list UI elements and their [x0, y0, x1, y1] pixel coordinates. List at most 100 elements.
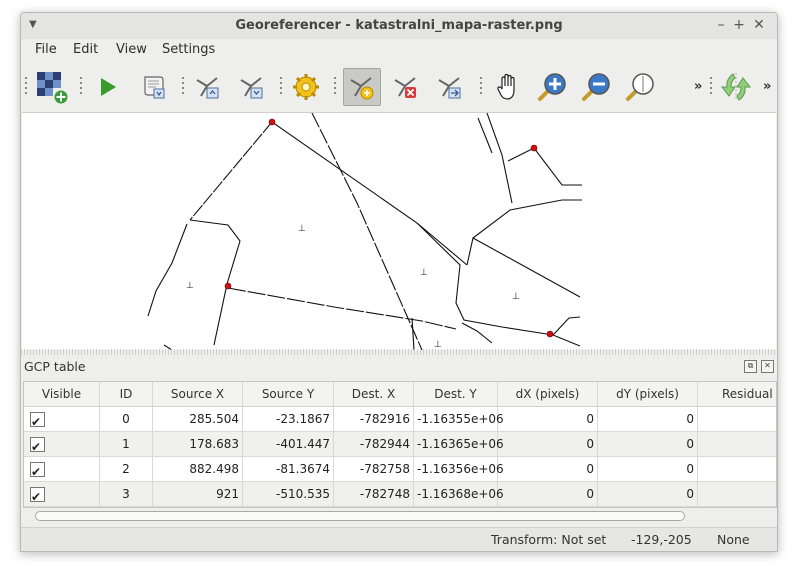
source-y-cell[interactable]: -510.535	[243, 482, 334, 506]
id-cell: 3	[100, 482, 153, 506]
column-header-visible[interactable]: Visible	[24, 382, 100, 406]
move-gcp-point-button[interactable]	[431, 68, 469, 106]
residual-cell	[698, 457, 776, 481]
dest-y-cell[interactable]: -1.16368e+06	[414, 482, 504, 506]
svg-text:⊥: ⊥	[512, 292, 520, 302]
svg-text:⊥: ⊥	[420, 268, 428, 278]
save-gcp-points-button[interactable]	[233, 68, 271, 106]
horizontal-scrollbar[interactable]	[23, 508, 775, 522]
zoom-in-icon	[538, 73, 566, 101]
table-row[interactable]: 2 882.498 -81.3674 -782758 -1.16356e+06 …	[24, 457, 776, 484]
source-y-cell[interactable]: -23.1867	[243, 407, 334, 431]
dy-cell: 0	[598, 457, 698, 481]
delete-point-icon	[394, 77, 416, 98]
table-row[interactable]: 0 285.504 -23.1867 -782916 -1.16355e+06 …	[24, 407, 776, 434]
visible-checkbox[interactable]	[30, 485, 45, 507]
menu-bar: File Edit View Settings	[21, 39, 777, 61]
menu-edit[interactable]: Edit	[73, 42, 99, 57]
dy-cell: 0	[598, 407, 698, 431]
float-panel-icon[interactable]: ⧉	[744, 360, 757, 373]
source-x-cell[interactable]: 285.504	[153, 407, 243, 431]
dest-y-cell[interactable]: -1.16365e+06	[414, 432, 504, 456]
toolbar-overflow-button[interactable]: »	[763, 79, 772, 94]
toolbar-handle[interactable]	[709, 77, 713, 97]
table-row[interactable]: 3 921 -510.535 -782748 -1.16368e+06 0 0	[24, 482, 776, 507]
delete-point-button[interactable]	[387, 68, 425, 106]
column-header-id[interactable]: ID	[100, 382, 153, 406]
visible-cell[interactable]	[24, 482, 100, 507]
visible-cell[interactable]	[24, 457, 100, 484]
toolbar-handle[interactable]	[24, 77, 28, 97]
map-canvas[interactable]: ⊥ ⊥ ⊥ ⊥ ⊥	[22, 112, 776, 350]
svg-text:⊥: ⊥	[298, 224, 306, 234]
window-menu-icon[interactable]: ▼	[29, 19, 37, 30]
zoom-out-button[interactable]	[577, 68, 615, 106]
zoom-out-icon	[582, 73, 610, 101]
dest-x-cell[interactable]: -782748	[334, 482, 414, 506]
dest-x-cell[interactable]: -782758	[334, 457, 414, 481]
column-header-dest-x[interactable]: Dest. X	[334, 382, 414, 406]
id-cell: 2	[100, 457, 153, 481]
source-y-cell[interactable]: -401.447	[243, 432, 334, 456]
visible-cell[interactable]	[24, 407, 100, 434]
zoom-in-button[interactable]	[533, 68, 571, 106]
transformation-settings-button[interactable]	[287, 68, 325, 106]
link-georeferencer-button[interactable]	[717, 68, 755, 106]
dest-y-cell[interactable]: -1.16356e+06	[414, 457, 504, 481]
column-header-residual[interactable]: Residual (	[722, 387, 777, 401]
status-bar: Transform: Not set -129,-205 None	[21, 527, 777, 551]
toolbar-separator	[79, 77, 83, 97]
title-bar: ▼ Georeferencer - katastralni_mapa-raste…	[21, 13, 777, 39]
dest-x-cell[interactable]: -782916	[334, 407, 414, 431]
window-title: Georeferencer - katastralni_mapa-raster.…	[235, 18, 563, 33]
toolbar: » »	[21, 61, 777, 113]
open-raster-icon	[37, 72, 68, 104]
dock-splitter[interactable]	[21, 349, 777, 355]
visible-cell[interactable]	[24, 432, 100, 459]
dest-x-cell[interactable]: -782944	[334, 432, 414, 456]
gcp-point-marker[interactable]	[224, 282, 232, 290]
visible-checkbox[interactable]	[30, 460, 45, 484]
toolbar-separator	[181, 77, 185, 97]
column-header-dy[interactable]: dY (pixels)	[598, 382, 698, 406]
svg-text:⊥: ⊥	[434, 340, 442, 350]
column-header-dest-y[interactable]: Dest. Y	[414, 382, 498, 406]
column-header-dx[interactable]: dX (pixels)	[498, 382, 598, 406]
gcp-point-marker[interactable]	[268, 118, 276, 126]
dx-cell: 0	[498, 407, 598, 431]
generate-gdal-script-button[interactable]	[135, 68, 173, 106]
source-x-cell[interactable]: 882.498	[153, 457, 243, 481]
raster-map-image: ⊥ ⊥ ⊥ ⊥ ⊥	[147, 113, 582, 350]
open-raster-button[interactable]	[33, 68, 71, 106]
menu-settings[interactable]: Settings	[162, 42, 216, 57]
visible-checkbox[interactable]	[30, 410, 45, 434]
maximize-button[interactable]: +	[733, 17, 745, 33]
menu-view[interactable]: View	[116, 42, 147, 57]
column-header-source-y[interactable]: Source Y	[243, 382, 334, 406]
minimize-button[interactable]: –	[717, 17, 725, 33]
load-gcp-points-button[interactable]	[189, 68, 227, 106]
table-row[interactable]: 1 178.683 -401.447 -782944 -1.16365e+06 …	[24, 432, 776, 459]
menu-file[interactable]: File	[35, 42, 57, 57]
toolbar-separator	[333, 77, 337, 97]
zoom-to-layer-button[interactable]	[621, 68, 659, 106]
close-button[interactable]: ✕	[753, 17, 765, 33]
save-gcp-icon	[240, 77, 263, 99]
add-point-button[interactable]	[343, 68, 381, 106]
play-icon	[101, 78, 116, 96]
source-y-cell[interactable]: -81.3674	[243, 457, 334, 481]
toolbar-separator	[279, 77, 283, 97]
visible-checkbox[interactable]	[30, 435, 45, 459]
move-point-icon	[438, 77, 461, 99]
column-header-source-x[interactable]: Source X	[153, 382, 243, 406]
start-georeferencing-button[interactable]	[89, 68, 127, 106]
scrollbar-thumb[interactable]	[35, 511, 685, 521]
close-panel-icon[interactable]: ✕	[761, 360, 774, 373]
dest-y-cell[interactable]: -1.16355e+06	[414, 407, 504, 431]
gcp-point-marker[interactable]	[530, 144, 538, 152]
toolbar-overflow-button[interactable]: »	[694, 79, 703, 94]
pan-button[interactable]	[489, 68, 527, 106]
source-x-cell[interactable]: 921	[153, 482, 243, 506]
gcp-point-marker[interactable]	[546, 330, 554, 338]
source-x-cell[interactable]: 178.683	[153, 432, 243, 456]
